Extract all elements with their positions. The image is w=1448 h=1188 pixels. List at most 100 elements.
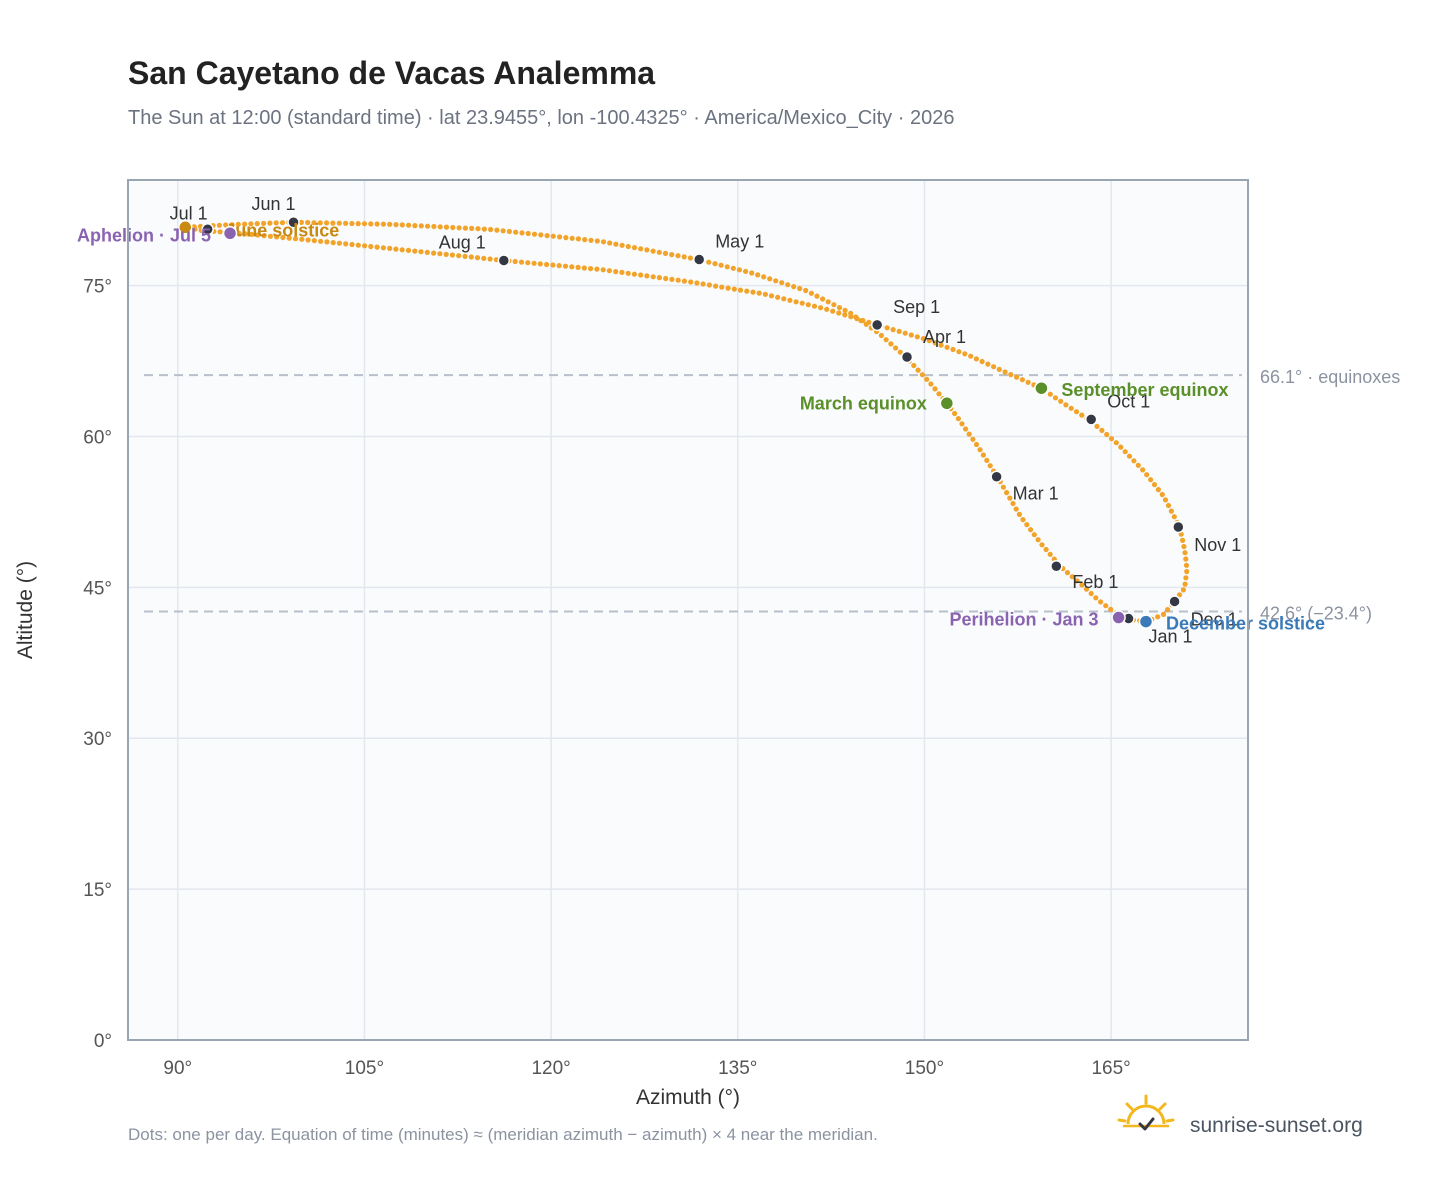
daily-sun-dot [374, 244, 380, 250]
month-marker [990, 470, 1003, 483]
daily-sun-dot [248, 231, 255, 237]
daily-sun-dot [1183, 556, 1189, 562]
daily-sun-dot [1073, 409, 1080, 415]
daily-sun-dot [787, 297, 793, 303]
daily-sun-dot [1103, 603, 1109, 609]
daily-sun-dot [936, 391, 942, 397]
daily-sun-dot [888, 341, 894, 347]
daily-sun-dot [588, 237, 594, 243]
daily-sun-dot [963, 426, 969, 432]
daily-sun-dot [361, 221, 368, 227]
daily-sun-dot [1064, 570, 1071, 576]
daily-sun-dot [1004, 490, 1010, 496]
month-marker [870, 318, 884, 332]
daily-sun-dot [962, 351, 968, 357]
daily-sun-dot [217, 229, 223, 235]
daily-sun-dot [518, 259, 525, 265]
month-label: Sep 1 [893, 297, 940, 317]
daily-sun-dot [550, 262, 556, 268]
daily-sun-dot [1176, 592, 1183, 598]
daily-sun-dot [625, 243, 631, 250]
daily-sun-dot [324, 239, 330, 245]
daily-sun-dot [581, 265, 587, 271]
month-label: Nov 1 [1194, 535, 1241, 555]
daily-sun-dot [814, 293, 820, 299]
daily-sun-dot [1182, 550, 1188, 556]
daily-sun-dot [299, 236, 305, 242]
daily-sun-dot [362, 243, 368, 249]
daily-sun-dot [494, 227, 500, 233]
daily-sun-dot [866, 319, 872, 325]
daily-sun-dot [625, 270, 631, 276]
daily-sun-dot [1183, 575, 1189, 581]
daily-sun-dot [318, 238, 324, 244]
daily-sun-dot [924, 376, 930, 382]
daily-sun-dot [1131, 458, 1137, 464]
daily-sun-dot [656, 249, 662, 255]
daily-sun-dot [883, 337, 889, 343]
y-tick-label: 60° [83, 427, 112, 448]
axis-ticks: 90° 105° 120° 135° 150° 165° 0° 15° 30° 45° 60° 75° [83, 277, 1131, 1079]
daily-sun-dot [500, 228, 506, 234]
daily-sun-dot [919, 372, 926, 378]
daily-sun-dot [594, 266, 600, 272]
month-markers: Jan 1 Feb 1 Mar 1 Apr 1 May 1 Jun 1 Jul 1 Aug 1… [170, 194, 1242, 646]
daily-sun-dot [563, 235, 569, 241]
daily-sun-dot [669, 252, 675, 258]
daily-sun-dot [1104, 431, 1110, 438]
daily-sun-dot [336, 220, 342, 226]
month-label: Mar 1 [1013, 484, 1059, 504]
month-label: Jun 1 [252, 194, 296, 214]
daily-sun-dot [330, 240, 336, 246]
daily-sun-dot [818, 305, 824, 311]
daily-sun-dot [860, 317, 866, 324]
daily-sun-dot [437, 251, 443, 257]
daily-sun-dot [1159, 491, 1165, 498]
daily-sun-dot [719, 284, 725, 290]
daily-sun-dot [1019, 377, 1025, 383]
daily-sun-dot [481, 255, 487, 261]
event-label: June solstice [225, 220, 339, 240]
daily-sun-dot [836, 305, 843, 311]
daily-sun-dot [475, 226, 481, 232]
grid [128, 180, 1248, 1041]
daily-sun-dot [808, 290, 815, 296]
daily-sun-dot [431, 250, 437, 256]
daily-sun-dot [280, 234, 286, 241]
daily-sun-dot [854, 316, 860, 322]
daily-sun-dot [254, 221, 260, 227]
event-marker [177, 220, 193, 235]
month-label: Oct 1 [1107, 391, 1150, 411]
daily-sun-dot [1094, 423, 1100, 429]
daily-sun-dot [638, 246, 644, 252]
daily-sun-dot [793, 299, 799, 305]
event-markers: March equinox September equinox June solst… [77, 220, 1325, 634]
daily-sun-dot [638, 272, 644, 278]
reference-lines: 66.1° · equinoxes 42.6° (−23.4°) [144, 367, 1400, 624]
daily-sun-dot [1182, 581, 1188, 587]
daily-sun-dot [412, 248, 418, 254]
daily-sun-dot [569, 235, 575, 241]
daily-sun-dot [1002, 369, 1008, 375]
daily-sun-dot [955, 416, 962, 422]
daily-sun-dot [1151, 482, 1158, 488]
daily-sun-dot [681, 278, 688, 284]
daily-sun-dot [279, 220, 286, 226]
daily-sun-dot [1014, 374, 1020, 380]
daily-sun-dot [1160, 611, 1167, 618]
month-label: Aug 1 [439, 232, 486, 252]
daily-sun-dot [1043, 546, 1049, 553]
daily-sun-dot [1028, 527, 1034, 533]
daily-sun-dot [650, 248, 656, 254]
daily-sun-dot [1088, 590, 1094, 597]
daily-sun-dot [405, 247, 412, 253]
daily-sun-dot [985, 361, 991, 367]
daily-sun-dot [1118, 444, 1124, 450]
daily-sun-dot [368, 243, 374, 250]
daily-sun-dot [317, 220, 323, 226]
daily-sun-dot [1052, 395, 1059, 401]
daily-sun-dot [393, 222, 399, 228]
daily-sun-dot [311, 238, 317, 244]
chart-title: San Cayetano de Vacas Analemma [128, 55, 655, 91]
daily-sun-dot [650, 274, 656, 280]
